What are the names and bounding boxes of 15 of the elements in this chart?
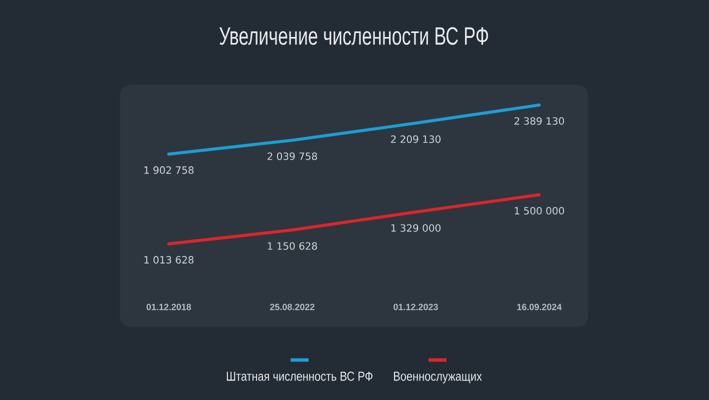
x-tick-label: 16.09.2024: [517, 304, 562, 310]
x-tick-label: 25.08.2022: [270, 304, 314, 310]
data-label: 1 013 628: [144, 256, 194, 264]
x-tick-label: 01.12.2018: [146, 304, 192, 310]
chart-title: Увеличение численности ВС РФ: [219, 27, 488, 45]
data-label: 2 039 758: [268, 152, 318, 160]
data-label: 2 389 130: [514, 117, 564, 125]
legend-label: Военнослужащих: [394, 372, 482, 384]
data-label: 1 500 000: [514, 206, 564, 215]
x-tick-label: 01.12.2023: [394, 304, 438, 310]
data-label: 1 150 628: [268, 242, 318, 250]
data-label: 1 902 758: [144, 166, 194, 174]
data-label: 2 209 130: [391, 135, 441, 143]
data-label: 1 329 000: [391, 224, 441, 232]
legend-label: Штатная численность ВС РФ: [226, 372, 372, 381]
